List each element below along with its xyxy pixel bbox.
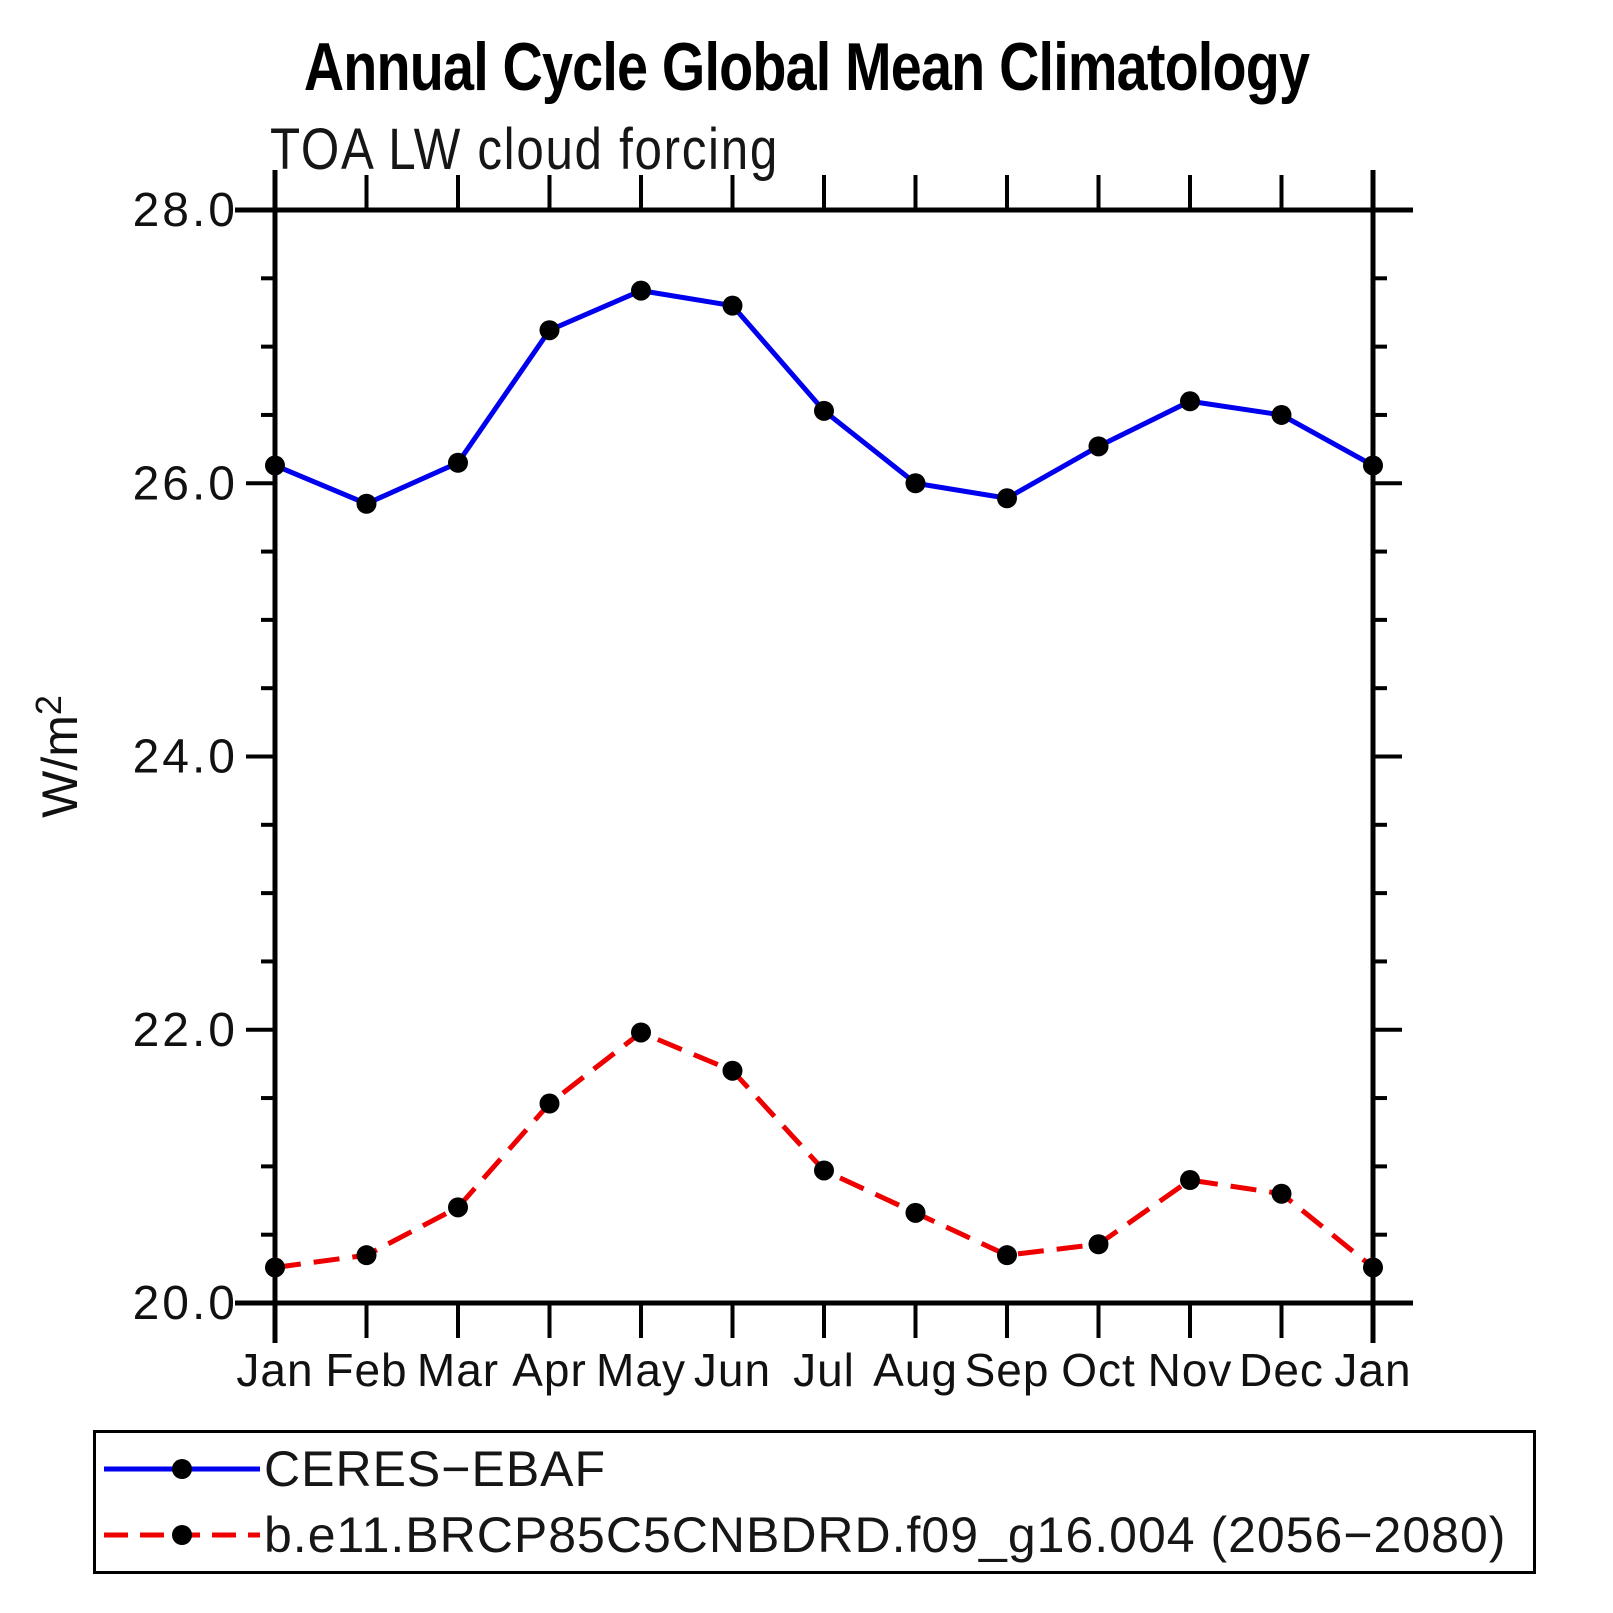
series-line-1 <box>274 1029 1375 1270</box>
series-1-marker <box>448 1197 468 1218</box>
series-1-marker <box>905 1202 926 1223</box>
y-tick-label: 20.0 <box>133 1277 238 1330</box>
series-1-marker <box>1180 1170 1200 1191</box>
legend-item: CERES−EBAF <box>102 1441 606 1497</box>
series-1-marker <box>722 1060 743 1081</box>
legend-item: b.e11.BRCP85C5CNBDRD.f09_g16.004 (2056−2… <box>102 1507 1506 1563</box>
legend: CERES−EBAF b.e11.BRCP85C5CNBDRD.f09_g16.… <box>93 1430 1536 1574</box>
x-tick-label: Jul <box>793 1344 855 1396</box>
series-0-marker <box>265 455 285 476</box>
series-0-marker <box>631 280 651 301</box>
legend-solid-line-icon <box>104 1459 260 1479</box>
legend-dashed-line-icon <box>104 1525 260 1545</box>
series-0-marker <box>1180 391 1200 412</box>
x-tick-label: Feb <box>325 1344 407 1396</box>
x-tick-label: Nov <box>1148 1344 1233 1396</box>
series-1-marker <box>631 1022 651 1043</box>
series-1-marker <box>356 1245 377 1266</box>
series-line-0 <box>274 288 1375 507</box>
series-1-marker <box>1271 1183 1292 1204</box>
y-tick-label: 24.0 <box>133 731 238 784</box>
series-0-marker <box>814 400 834 421</box>
series-0-marker <box>356 493 377 514</box>
chart-title: Annual Cycle Global Mean Climatology <box>303 29 1310 105</box>
x-tick-label: Oct <box>1061 1344 1136 1396</box>
series-0-marker <box>905 473 926 494</box>
x-tick-label: Jan <box>1334 1344 1411 1396</box>
series-0-marker <box>722 295 743 316</box>
chart-subtitle: TOA LW cloud forcing <box>270 117 779 182</box>
y-tick-label: 26.0 <box>133 457 238 510</box>
series-1-marker <box>814 1160 834 1181</box>
y-axis-label: W/m2 <box>28 695 88 818</box>
x-tick-label: Mar <box>417 1344 499 1396</box>
x-tick-label: Apr <box>512 1344 587 1396</box>
series-1-marker <box>265 1257 285 1278</box>
y-tick-label: 22.0 <box>133 1004 238 1057</box>
x-tick-label: Aug <box>873 1344 958 1396</box>
x-tick-label: Sep <box>965 1344 1050 1396</box>
series-1-marker <box>997 1245 1017 1266</box>
x-tick-label: Dec <box>1239 1344 1324 1396</box>
series-1-marker <box>1088 1234 1109 1255</box>
series-0-marker <box>1088 436 1109 457</box>
y-tick-label: 28.0 <box>133 184 238 237</box>
x-tick-label: Jun <box>694 1344 771 1396</box>
legend-label: b.e11.BRCP85C5CNBDRD.f09_g16.004 (2056−2… <box>264 1507 1507 1563</box>
legend-label: CERES−EBAF <box>264 1441 607 1497</box>
series-0-marker <box>997 488 1017 509</box>
series-0-marker <box>1363 455 1383 476</box>
x-tick-label: May <box>596 1344 686 1396</box>
series-0-marker <box>539 320 560 341</box>
x-tick-label: Jan <box>236 1344 313 1396</box>
series-0-marker <box>1271 404 1292 425</box>
series-1-marker <box>1363 1257 1383 1278</box>
series-1-marker <box>539 1093 560 1114</box>
series-0-marker <box>448 452 468 473</box>
